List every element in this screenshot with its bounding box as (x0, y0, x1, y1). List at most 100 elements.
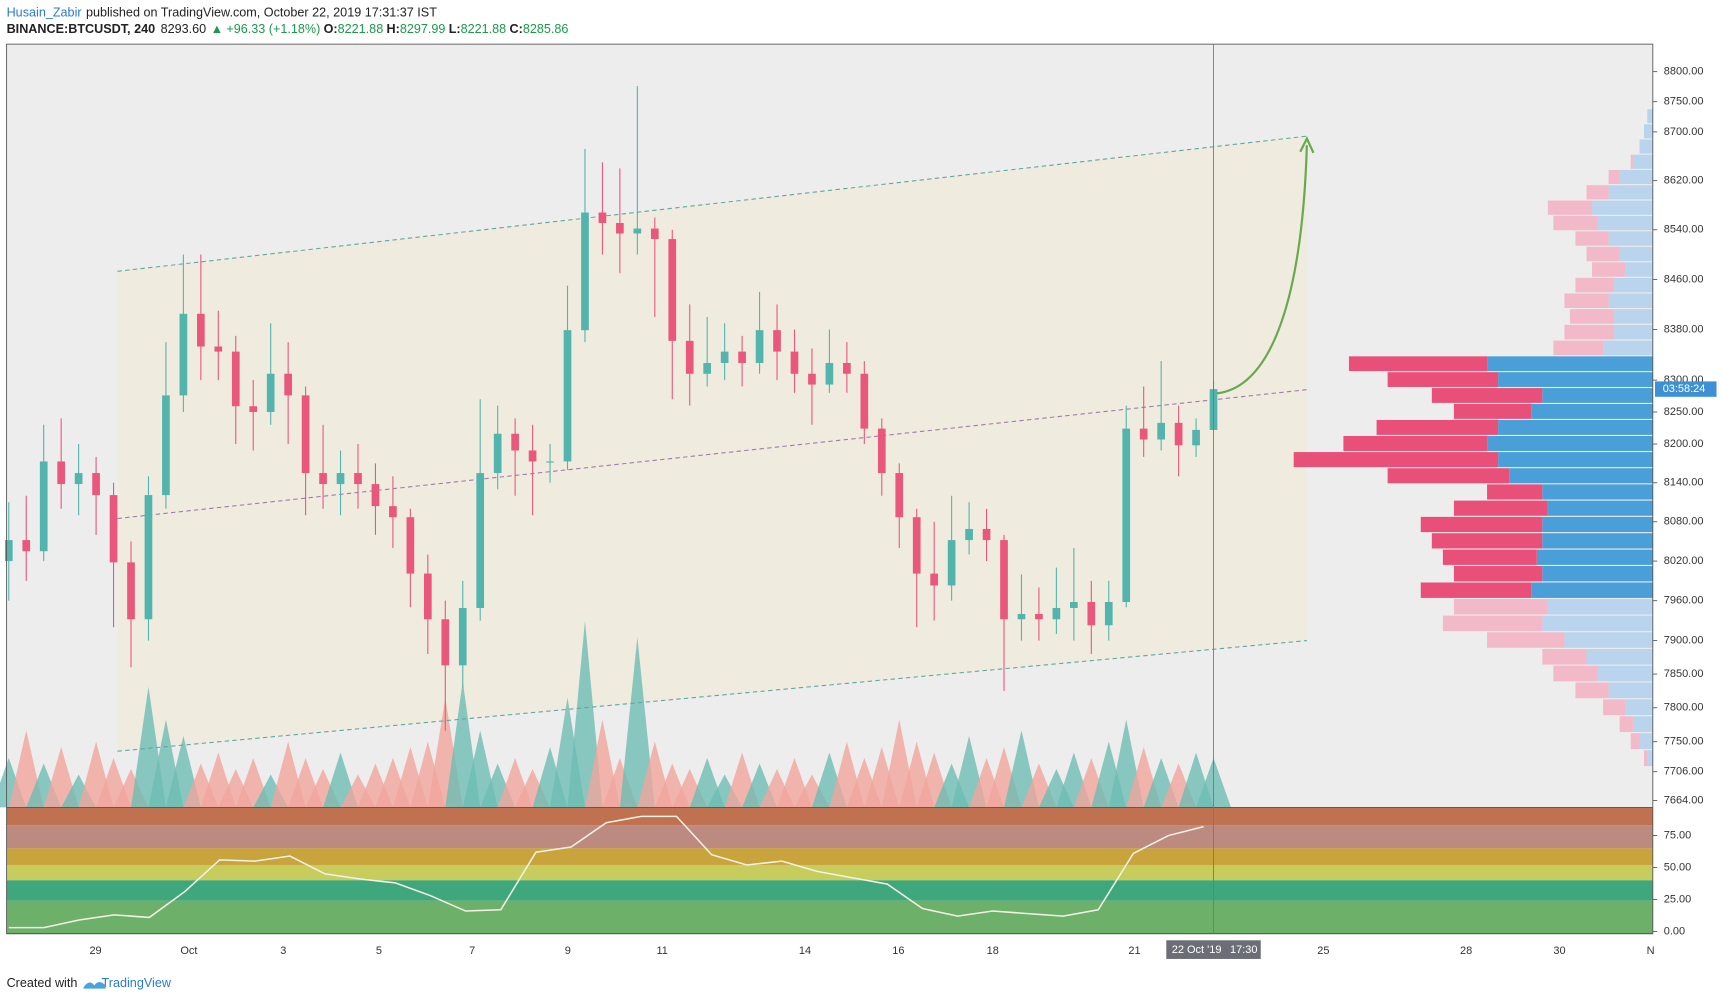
profile-up (1547, 500, 1653, 516)
profile-down (1348, 356, 1488, 372)
candle-body (1104, 602, 1113, 626)
profile-down (1293, 452, 1499, 468)
profile-down (1575, 231, 1609, 246)
profile-down (1547, 200, 1593, 215)
profile-up (1592, 200, 1653, 215)
header-line-1: Husain_Zabir published on TradingView.com… (7, 6, 438, 20)
y-tick-label: 8380.00 (1664, 323, 1704, 335)
profile-down (1387, 372, 1499, 387)
profile-up (1597, 665, 1653, 682)
profile-down (1592, 262, 1626, 277)
candle-body (162, 395, 170, 496)
profile-down (1575, 277, 1615, 293)
x-tick-label: N (1647, 945, 1655, 957)
profile-down (1542, 648, 1587, 665)
rsi-layer (6, 807, 1653, 934)
profile-up (1536, 549, 1653, 565)
profile-up (1632, 154, 1653, 169)
rsi-band (6, 880, 1653, 901)
up-arrow: ▲ (211, 22, 223, 36)
candle-body (598, 212, 607, 224)
candle-body (371, 484, 380, 507)
candle-body (1052, 607, 1061, 620)
x-tick-label: 14 (799, 945, 811, 957)
ohlc-value: 8285.86 (523, 22, 569, 36)
profile-up (1639, 733, 1653, 750)
candle-body (930, 573, 939, 586)
candle-body (546, 461, 554, 463)
rsi-band (6, 807, 1653, 826)
profile-up (1625, 262, 1653, 277)
profile-down (1453, 500, 1548, 516)
profile-up (1614, 309, 1653, 324)
ohlc-label: C: (510, 22, 523, 36)
candle-body (179, 313, 188, 396)
candle-body (965, 528, 973, 541)
candle-body (825, 362, 834, 385)
y-tick-label: 8300.00 (1664, 374, 1704, 386)
profile-down (1487, 484, 1543, 500)
projection-arrow (1216, 145, 1308, 395)
profile-up (1564, 632, 1653, 648)
candle-body (1192, 429, 1200, 446)
candle-body (528, 450, 537, 462)
candle-body (1017, 613, 1026, 620)
crosshair-time: 17:30 (1230, 944, 1257, 956)
y-tick-label: 8460.00 (1664, 273, 1704, 285)
candle-body (423, 573, 432, 620)
rsi-line (8, 815, 1204, 929)
overlay-layer: 8800.00 8750.00 8700.00 8620.00 8540.00 8460.… (89, 66, 1717, 959)
profile-up (1647, 109, 1653, 124)
profile-down (1387, 468, 1510, 484)
profile-down (1586, 246, 1620, 262)
brand-logo (83, 982, 106, 989)
candle-body (57, 461, 66, 485)
candle-body (1157, 422, 1165, 440)
candle-body (74, 473, 83, 485)
profile-up (1542, 533, 1653, 549)
profile-up (1586, 648, 1653, 665)
y-tick-label: 8140.00 (1664, 477, 1704, 489)
author[interactable]: Husain_Zabir (7, 6, 82, 20)
candle-body (895, 473, 904, 518)
y-tick-label: 8250.00 (1664, 406, 1704, 418)
candle-body (231, 351, 240, 407)
profile-down (1603, 699, 1626, 716)
profile-up (1614, 324, 1653, 340)
crosshair-date: 22 Oct '19 (1172, 944, 1222, 956)
profile-down (1343, 436, 1488, 451)
candle-body (22, 540, 31, 552)
footer-brand[interactable]: TradingView (102, 977, 172, 991)
profile-down (1376, 419, 1499, 435)
candle-body (1087, 602, 1096, 626)
profile-down (1453, 403, 1532, 419)
ohlc-value: 8297.99 (400, 22, 446, 36)
candle-body (249, 406, 258, 412)
profile-down (1453, 599, 1548, 615)
candle-body (109, 495, 118, 563)
candle-body (720, 351, 729, 363)
x-tick-label: 5 (376, 945, 382, 957)
profile-up (1531, 403, 1653, 419)
candle-body (650, 228, 659, 240)
profile-down (1619, 716, 1633, 733)
ohlc-value: 8221.88 (461, 22, 507, 36)
profile-down (1630, 154, 1633, 169)
y-tick-label: 8700.00 (1664, 126, 1704, 138)
profile-down (1487, 632, 1565, 648)
x-tick-label: 9 (565, 945, 571, 957)
profile-down (1442, 615, 1543, 632)
x-tick-label: 7 (469, 945, 475, 957)
y-tick-label: 8800.00 (1664, 66, 1704, 78)
candle-body (458, 607, 467, 666)
y-tick-label: 8620.00 (1664, 175, 1704, 187)
y-tick-label: 7960.00 (1664, 595, 1704, 607)
candle-body (1122, 428, 1131, 603)
y-tick-label: 8200.00 (1664, 438, 1704, 450)
profile-down (1431, 533, 1543, 549)
rsi-tick-label: 50.00 (1664, 861, 1691, 873)
profile-down (1431, 388, 1543, 403)
candle-body (808, 373, 816, 385)
